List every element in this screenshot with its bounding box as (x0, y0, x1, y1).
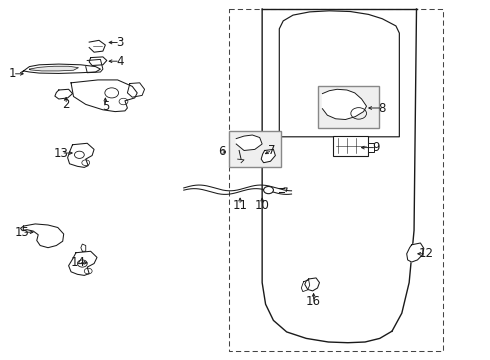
Polygon shape (305, 278, 319, 291)
Polygon shape (407, 243, 424, 262)
Polygon shape (89, 57, 107, 66)
Polygon shape (261, 149, 275, 163)
Polygon shape (127, 83, 145, 97)
Polygon shape (55, 89, 73, 99)
Polygon shape (68, 143, 94, 167)
Text: 4: 4 (116, 55, 124, 68)
Polygon shape (89, 40, 105, 52)
Text: 11: 11 (233, 199, 247, 212)
Bar (368, 143, 374, 152)
Bar (333, 136, 368, 156)
Circle shape (264, 186, 273, 194)
Polygon shape (29, 66, 78, 71)
Polygon shape (81, 244, 86, 251)
Text: 10: 10 (255, 199, 270, 212)
Text: 12: 12 (419, 247, 434, 260)
Bar (318, 86, 379, 128)
Text: 16: 16 (306, 295, 321, 308)
Text: 1: 1 (9, 67, 17, 80)
Text: 14: 14 (71, 256, 86, 269)
Bar (229, 131, 281, 167)
Text: 8: 8 (378, 102, 386, 114)
Polygon shape (69, 251, 97, 275)
Polygon shape (301, 280, 310, 292)
Text: 2: 2 (62, 98, 70, 111)
Polygon shape (236, 135, 262, 150)
Text: 9: 9 (372, 141, 380, 154)
Polygon shape (71, 80, 137, 112)
Polygon shape (21, 224, 64, 248)
Text: 3: 3 (116, 36, 124, 49)
Text: 5: 5 (101, 100, 109, 113)
Text: 6: 6 (218, 145, 225, 158)
Text: 13: 13 (54, 147, 69, 159)
Text: 7: 7 (268, 144, 276, 157)
Polygon shape (22, 64, 100, 73)
Polygon shape (322, 89, 367, 120)
Polygon shape (86, 59, 103, 73)
Text: 15: 15 (15, 226, 29, 239)
